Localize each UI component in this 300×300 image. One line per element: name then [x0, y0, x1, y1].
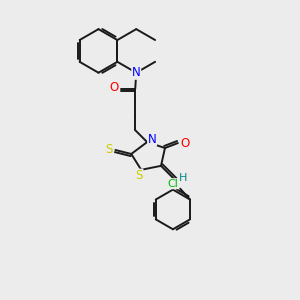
Text: H: H [178, 173, 187, 183]
Text: Cl: Cl [168, 179, 178, 189]
Text: O: O [180, 136, 189, 150]
Text: O: O [110, 81, 119, 94]
Text: N: N [132, 66, 141, 79]
Text: N: N [148, 133, 157, 146]
Text: S: S [136, 169, 143, 182]
Text: S: S [105, 142, 112, 155]
